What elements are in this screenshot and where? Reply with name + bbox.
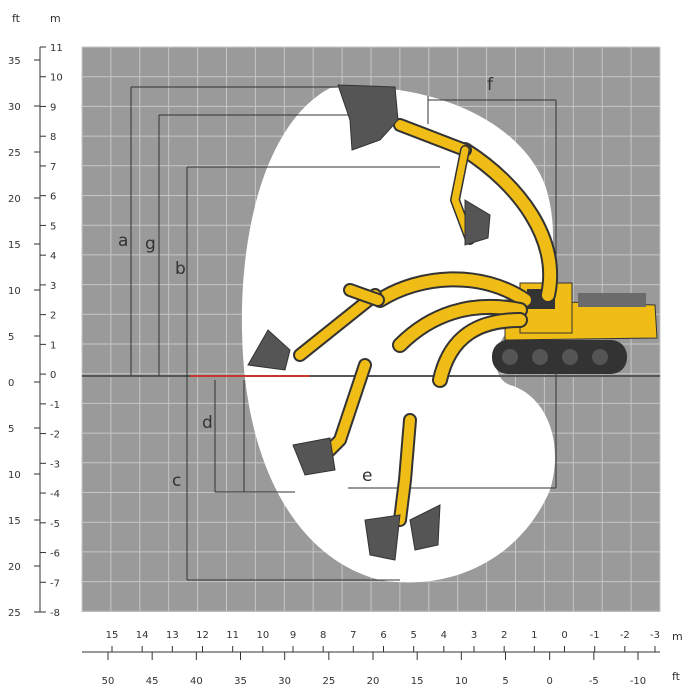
left-axis-m-tick-label: -2 [50,430,60,441]
bottom-axis-m-tick-label: 0 [561,630,567,641]
left-axis-m-tick-label: 10 [50,73,63,84]
left-axis-ft-tick-label: 15 [8,240,21,251]
boom-pos-max-depth [393,312,528,527]
left-axis-ft-tick-label: 10 [8,286,21,297]
dim-label-b: b [175,259,186,279]
bottom-axis-m-tick-label: 2 [501,630,507,641]
left-axis-m-tick-label: -1 [50,400,60,411]
bottom-axis-m-tick-label: -2 [620,630,630,641]
left-axis-ft-tick-label: 5 [8,332,14,343]
left-axis-m-tick-label: -7 [50,578,60,589]
bucket-mid [292,437,336,476]
bottom-axis-ft-tick-label: 35 [234,676,247,687]
bottom-axis-m-tick-label: 5 [410,630,416,641]
left-axis-m-tick-label: 2 [50,311,56,322]
dim-label-f: f [487,75,494,95]
bottom-axis-ft-tick-label: 0 [546,676,552,687]
bottom-axis-ft-tick-label: -5 [589,676,599,687]
bucket-top [337,84,399,151]
left-axis-m-tick-label: 4 [50,251,56,262]
bottom-axis-ft-tick-label: 50 [102,676,115,687]
dim-label-e: e [362,466,372,486]
bottom-axis-m-tick-label: -3 [650,630,660,641]
left-axis-ft-tick-label: 25 [8,608,21,619]
dim-label-g: g [145,234,156,254]
left-axis-ft-tick-label: 25 [8,148,21,159]
bottom-axis-m-tick-label: 3 [471,630,477,641]
left-axis-ft-tick-label: 35 [8,56,21,67]
bottom-axis-m-tick-label: 9 [290,630,296,641]
left-axis-m-tick-label: -3 [50,459,60,470]
left-axis-m-tick-label: 11 [50,43,63,54]
boom-pos-max-height [393,118,559,303]
bottom-axis-m-tick-label: 14 [136,630,149,641]
bottom-axis-m-tick-label: 6 [380,630,386,641]
left-axis-ft-tick-label: 5 [8,424,14,435]
bottom-axis-ft-tick-label: 15 [411,676,424,687]
boom-positions [293,118,559,527]
bottom-axis-unit-ft: ft [672,670,681,683]
excavator-counterweight [578,293,646,307]
left-axis-m-tick-label: 0 [50,370,56,381]
left-axis-ft-tick-label: 20 [8,194,21,205]
bottom-axis-m-tick-label: 15 [106,630,119,641]
dim-label-a: a [118,231,128,251]
bottom-axis-ft-tick-label: 40 [190,676,203,687]
left-axis-unit-ft: ft [12,12,21,25]
bucket-upper [464,199,491,246]
bottom-axis-m-tick-label: 1 [531,630,537,641]
bottom-axis-m-tick-label: 11 [226,630,239,641]
dim-label-c: c [172,471,181,491]
left-axis-m-tick-label: 6 [50,192,56,203]
left-axis-unit-m: m [50,12,61,25]
dim-label-d: d [202,413,213,433]
bottom-axis-m-tick-label: 13 [166,630,179,641]
boom-pos-max-reach [293,271,533,362]
bottom-axis-m-tick-label: -1 [590,630,600,641]
left-axis-m-tick-label: -8 [50,608,60,619]
left-axis-ft-tick-label: 10 [8,470,21,481]
left-axis-m-tick-label: 5 [50,221,56,232]
excavator-track [492,340,627,374]
bottom-axis-unit-m: m [672,630,683,643]
left-axis-ft-tick-label: 15 [8,516,21,527]
bottom-axis-m-tick-label: 10 [256,630,269,641]
buckets [247,84,491,561]
left-axis: ft m 11109876543210-1-2-3-4-5-6-7-835302… [8,12,63,619]
left-axis-ft-tick-label: 0 [8,378,14,389]
bucket-reach [247,329,291,371]
left-axis-m-tick-label: -5 [50,519,60,530]
left-axis-m-tick-label: 8 [50,132,56,143]
bottom-axis-ft-tick-label: 25 [322,676,335,687]
bottom-axis-ft-tick-label: 10 [455,676,468,687]
bottom-axis-m-tick-label: 7 [350,630,356,641]
left-axis-m-tick-label: -6 [50,549,60,560]
excavator-machine [492,282,658,374]
bottom-axis-ft-tick-label: 20 [367,676,380,687]
bottom-axis-ft-tick-label: -10 [630,676,646,687]
bottom-axis-ft-tick-label: 45 [146,676,159,687]
left-axis-m-tick-label: 3 [50,281,56,292]
bottom-axis-m-tick-label: 8 [320,630,326,641]
bottom-axis-ft-tick-label: 30 [278,676,291,687]
bottom-axis-m-tick-label: 4 [441,630,447,641]
bottom-axis: m ft 15 14 13 12 11 10 9 8 7 6 5 4 3 2 1 0 -1 -2 -350 45 40 3… [82,630,683,687]
left-axis-m-tick-label: 9 [50,102,56,113]
left-axis-m-tick-label: 7 [50,162,56,173]
bucket-deep-1 [364,514,401,561]
left-axis-ft-tick-label: 20 [8,562,21,573]
left-axis-m-tick-label: -4 [50,489,60,500]
left-axis-ft-tick-label: 30 [8,102,21,113]
left-axis-m-tick-label: 1 [50,340,56,351]
bucket-deep-2 [409,504,441,551]
bottom-axis-ft-tick-label: 5 [502,676,508,687]
bottom-axis-m-tick-label: 12 [196,630,209,641]
